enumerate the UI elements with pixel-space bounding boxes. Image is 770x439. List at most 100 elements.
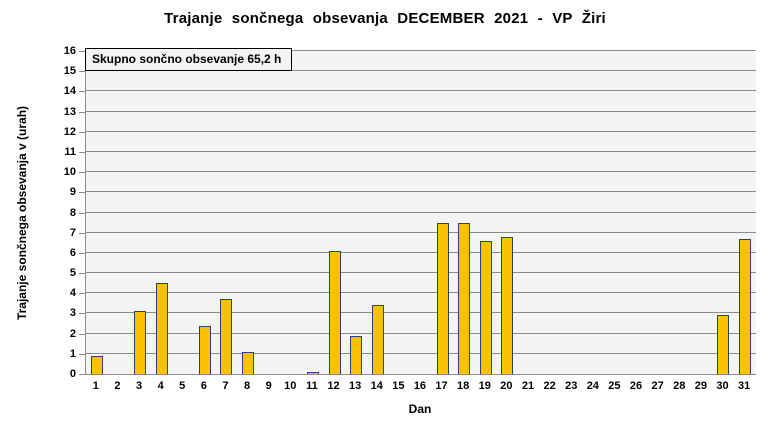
bar-slot-day-9 <box>259 51 281 374</box>
plot-area <box>85 50 756 375</box>
bar-day-19 <box>479 240 492 374</box>
y-tick-label-0: 0 <box>69 368 76 380</box>
bar-day-1 <box>90 355 103 374</box>
bar-day-6 <box>198 325 211 374</box>
y-tick-mark-12 <box>79 131 85 133</box>
gridline-y7 <box>86 231 756 233</box>
y-tick-label-12: 12 <box>63 125 76 138</box>
bar-slot-day-21 <box>518 51 540 374</box>
gridline-y1 <box>86 352 756 354</box>
y-tick-mark-6 <box>79 252 85 254</box>
gridline-y15 <box>86 70 756 72</box>
chart-title: Trajanje sončnega obsevanja DECEMBER 202… <box>164 10 606 27</box>
y-tick-mark-14 <box>79 91 85 93</box>
bar-day-8 <box>242 351 255 374</box>
gridline-y6 <box>86 251 756 253</box>
y-tick-mark-2 <box>79 333 85 335</box>
x-tick-label-27: 27 <box>651 380 664 392</box>
bar-slot-day-23 <box>561 51 583 374</box>
bar-slot-day-10 <box>280 51 302 374</box>
bar-slot-day-1 <box>86 51 108 374</box>
bar-slot-day-3 <box>129 51 151 374</box>
x-tick-label-4: 4 <box>157 380 164 392</box>
y-tick-label-1: 1 <box>69 347 76 360</box>
bar-slot-day-28 <box>669 51 691 374</box>
y-tick-mark-0 <box>79 374 85 375</box>
x-tick-label-13: 13 <box>348 380 362 392</box>
gridline-y9 <box>86 191 756 193</box>
x-tick-label-18: 18 <box>457 380 470 392</box>
gridline-y13 <box>86 110 756 112</box>
y-tick-label-4: 4 <box>69 287 76 300</box>
bar-slot-day-30 <box>713 51 735 374</box>
bar-slot-day-18 <box>453 51 475 374</box>
x-tick-label-12: 12 <box>327 380 340 392</box>
bar-day-13 <box>350 335 363 374</box>
y-tick-label-11: 11 <box>64 145 76 158</box>
y-tick-label-16: 16 <box>63 45 76 57</box>
bar-slot-day-24 <box>583 51 605 374</box>
gridline-y11 <box>86 150 756 152</box>
bar-day-30 <box>717 315 730 374</box>
bar-slot-day-27 <box>648 51 670 374</box>
y-tick-mark-9 <box>79 192 85 194</box>
x-tick-label-26: 26 <box>629 380 643 392</box>
y-tick-label-2: 2 <box>69 327 76 340</box>
x-tick-label-24: 24 <box>586 380 599 392</box>
x-tick-label-22: 22 <box>543 380 556 392</box>
y-tick-label-14: 14 <box>63 85 76 98</box>
y-axis-tick-labels: 0 1 2 3 4 5 6 7 8 9 10 11 12 13 14 15 16 <box>0 45 76 380</box>
bar-day-12 <box>328 250 341 374</box>
bar-slot-day-7 <box>216 51 238 374</box>
x-tick-label-11: 11 <box>306 380 318 392</box>
y-tick-mark-15 <box>79 71 85 73</box>
x-tick-label-10: 10 <box>284 380 297 392</box>
x-tick-label-30: 30 <box>716 380 729 392</box>
y-tick-label-15: 15 <box>63 65 76 78</box>
gridline-y16 <box>86 50 756 51</box>
bar-slot-day-14 <box>367 51 389 374</box>
x-tick-label-6: 6 <box>200 380 207 392</box>
bar-slot-day-17 <box>432 51 454 374</box>
y-tick-mark-4 <box>79 293 85 295</box>
bar-slot-day-2 <box>108 51 130 374</box>
y-tick-label-3: 3 <box>69 307 76 320</box>
x-tick-label-9: 9 <box>265 380 272 392</box>
y-axis-tick-marks <box>79 51 85 375</box>
bar-slot-day-12 <box>324 51 346 374</box>
bar-day-4 <box>155 283 168 374</box>
y-tick-label-10: 10 <box>63 166 76 179</box>
x-tick-label-14: 14 <box>370 380 383 392</box>
y-tick-label-6: 6 <box>69 246 76 259</box>
bar-day-31 <box>739 238 752 374</box>
y-tick-label-5: 5 <box>69 267 76 280</box>
y-tick-mark-13 <box>79 111 85 113</box>
bar-day-18 <box>458 222 471 374</box>
y-tick-mark-10 <box>79 172 85 174</box>
x-axis-title: Dan <box>408 402 432 416</box>
bar-slot-day-4 <box>151 51 173 374</box>
bar-slot-day-25 <box>605 51 627 374</box>
y-tick-mark-16 <box>79 51 85 52</box>
gridline-y12 <box>86 130 756 132</box>
y-tick-label-9: 9 <box>69 186 76 199</box>
bar-slot-day-19 <box>475 51 497 374</box>
gridline-y10 <box>86 171 756 173</box>
y-tick-mark-7 <box>79 232 85 234</box>
x-tick-label-16: 16 <box>413 380 427 392</box>
bar-day-11 <box>306 371 319 374</box>
x-tick-label-29: 29 <box>694 380 707 392</box>
bar-slot-day-8 <box>237 51 259 374</box>
x-axis-tick-labels: 1 2 3 4 5 6 7 8 9 10 11 12 13 14 15 16 17 18 19 20 21 22 23 24 2… <box>85 379 755 394</box>
gridline-y2 <box>86 332 756 334</box>
y-tick-label-7: 7 <box>69 226 76 239</box>
x-tick-label-21: 21 <box>521 380 535 392</box>
gridline-y4 <box>86 292 756 294</box>
x-tick-label-2: 2 <box>114 380 121 392</box>
x-tick-label-8: 8 <box>244 380 251 392</box>
bar-slot-day-20 <box>497 51 519 374</box>
y-tick-mark-8 <box>79 212 85 214</box>
bars-row <box>86 51 756 374</box>
bar-slot-day-6 <box>194 51 216 374</box>
y-tick-label-8: 8 <box>69 206 76 219</box>
